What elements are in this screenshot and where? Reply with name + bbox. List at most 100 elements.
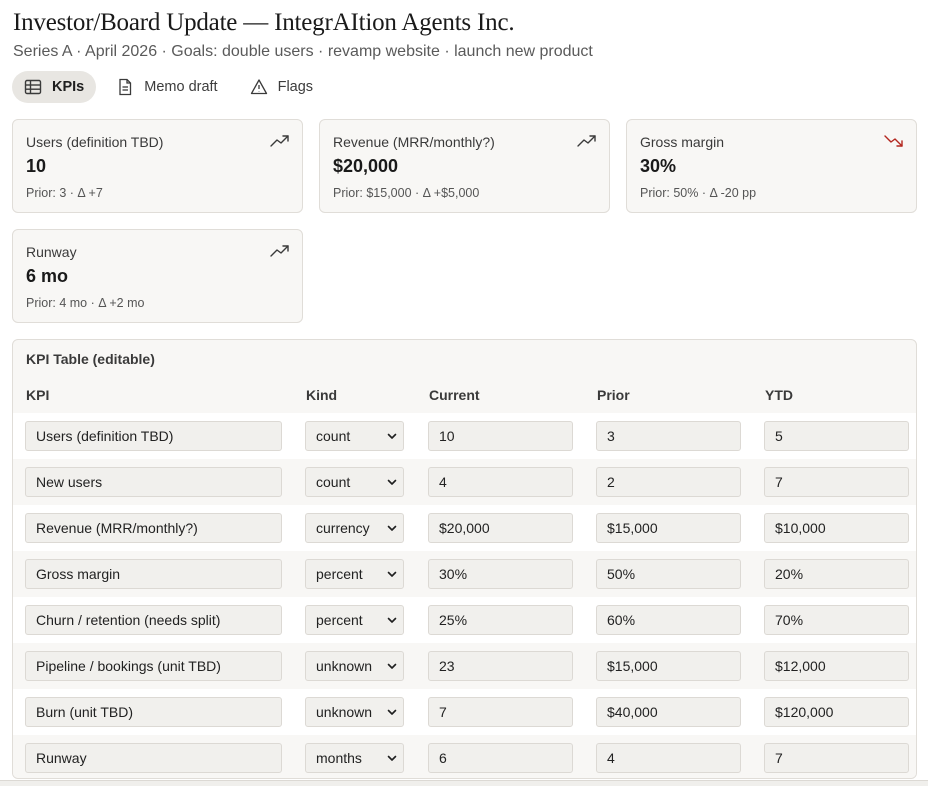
ytd-input[interactable]: $10,000 (764, 513, 909, 543)
column-header-kpi: KPI (26, 387, 50, 403)
ytd-input-value: 7 (775, 750, 783, 766)
ytd-input-value: 7 (775, 474, 783, 490)
prior-input[interactable]: $15,000 (596, 651, 741, 681)
column-header-ytd: YTD (765, 387, 793, 403)
kind-select[interactable]: currency (305, 513, 404, 543)
kpi-name-input-value: Pipeline / bookings (unit TBD) (36, 658, 221, 674)
prior-input[interactable]: 2 (596, 467, 741, 497)
prior-input[interactable]: 50% (596, 559, 741, 589)
kpi-name-input[interactable]: New users (25, 467, 282, 497)
current-input-value: 6 (439, 750, 447, 766)
table-row: Churn / retention (needs split) percent 25… (13, 597, 916, 643)
ytd-input-value: 20% (775, 566, 804, 582)
current-input[interactable]: 4 (428, 467, 573, 497)
kind-select[interactable]: months (305, 743, 404, 773)
kind-select-value: count (316, 474, 351, 490)
current-input-value: 4 (439, 474, 447, 490)
card-label: Revenue (MRR/monthly?) (333, 134, 495, 150)
ytd-input[interactable]: 5 (764, 421, 909, 451)
chevron-down-icon (387, 663, 397, 669)
kpi-name-input[interactable]: Users (definition TBD) (25, 421, 282, 451)
kind-select[interactable]: unknown (305, 651, 404, 681)
card-label: Users (definition TBD) (26, 134, 164, 150)
card-prior: Prior: $15,000 · Δ +$5,000 (333, 186, 480, 200)
kpi-name-input[interactable]: Gross margin (25, 559, 282, 589)
kpi-name-input[interactable]: Runway (25, 743, 282, 773)
chevron-down-icon (387, 755, 397, 761)
kpi-card-users: Users (definition TBD) 10 Prior: 3 · Δ +… (12, 119, 303, 213)
ytd-input[interactable]: $12,000 (764, 651, 909, 681)
table-row: New users count 4 2 7 (13, 459, 916, 505)
trend-up-icon (270, 245, 289, 257)
warning-icon (250, 79, 267, 95)
current-input[interactable]: 23 (428, 651, 573, 681)
prior-input-value: 60% (607, 612, 636, 628)
current-input[interactable]: 6 (428, 743, 573, 773)
prior-input[interactable]: 60% (596, 605, 741, 635)
current-input[interactable]: 30% (428, 559, 573, 589)
card-prior: Prior: 4 mo · Δ +2 mo (26, 296, 145, 310)
tab-label: KPIs (52, 79, 85, 95)
ytd-input-value: $12,000 (775, 658, 826, 674)
ytd-input[interactable]: 7 (764, 467, 909, 497)
page-title: Investor/Board Update — IntegrAItion Age… (13, 9, 515, 36)
prior-input-value: $15,000 (607, 658, 658, 674)
current-input-value: 30% (439, 566, 468, 582)
document-icon (119, 78, 132, 96)
chevron-down-icon (387, 617, 397, 623)
prior-input-value: 2 (607, 474, 615, 490)
page-header: Investor/Board Update — IntegrAItion Age… (13, 8, 913, 62)
current-input[interactable]: $20,000 (428, 513, 573, 543)
kpi-name-input[interactable]: Burn (unit TBD) (25, 697, 282, 727)
prior-input-value: 50% (607, 566, 636, 582)
kind-select[interactable]: unknown (305, 697, 404, 727)
ytd-input[interactable]: $120,000 (764, 697, 909, 727)
kpi-name-input[interactable]: Pipeline / bookings (unit TBD) (25, 651, 282, 681)
current-input[interactable]: 10 (428, 421, 573, 451)
kind-select[interactable]: count (305, 467, 404, 497)
current-input[interactable]: 25% (428, 605, 573, 635)
trend-down-icon (884, 135, 903, 147)
tab-kpis[interactable]: KPIs (12, 71, 97, 103)
tab-flags[interactable]: Flags (238, 71, 325, 103)
card-label: Gross margin (640, 134, 725, 150)
ytd-input[interactable]: 20% (764, 559, 909, 589)
card-label: Runway (26, 244, 77, 260)
tab-memo-draft[interactable]: Memo draft (104, 71, 229, 103)
column-header-prior: Prior (597, 387, 630, 403)
prior-input[interactable]: 3 (596, 421, 741, 451)
card-value: 10 (26, 156, 47, 176)
chevron-down-icon (387, 433, 397, 439)
scroll-edge (0, 780, 928, 786)
table-row: Users (definition TBD) count 10 3 5 (13, 413, 916, 459)
kpi-name-input[interactable]: Churn / retention (needs split) (25, 605, 282, 635)
prior-input[interactable]: $15,000 (596, 513, 741, 543)
kind-select[interactable]: percent (305, 605, 404, 635)
chevron-down-icon (387, 525, 397, 531)
card-prior: Prior: 3 · Δ +7 (26, 186, 103, 200)
prior-input[interactable]: 4 (596, 743, 741, 773)
ytd-input-value: 70% (775, 612, 804, 628)
table-row: Burn (unit TBD) unknown 7 $40,000 $120,000 (13, 689, 916, 735)
ytd-input[interactable]: 70% (764, 605, 909, 635)
current-input-value: 25% (439, 612, 468, 628)
column-header-current: Current (429, 387, 480, 403)
card-value: 30% (640, 156, 677, 176)
chevron-down-icon (387, 479, 397, 485)
ytd-input-value: $120,000 (775, 704, 834, 720)
kind-select[interactable]: percent (305, 559, 404, 589)
kpi-name-input-value: Users (definition TBD) (36, 428, 174, 444)
table-row: Gross margin percent 30% 50% 20% (13, 551, 916, 597)
current-input-value: 7 (439, 704, 447, 720)
table-row: Revenue (MRR/monthly?) currency $20,000 $15… (13, 505, 916, 551)
card-value: $20,000 (333, 156, 399, 176)
ytd-input[interactable]: 7 (764, 743, 909, 773)
current-input[interactable]: 7 (428, 697, 573, 727)
table-icon (24, 79, 42, 95)
kpi-name-input[interactable]: Revenue (MRR/monthly?) (25, 513, 282, 543)
card-prior: Prior: 50% · Δ -20 pp (640, 186, 757, 200)
prior-input[interactable]: $40,000 (596, 697, 741, 727)
kind-select-value: months (316, 750, 362, 766)
kind-select[interactable]: count (305, 421, 404, 451)
kpi-card-revenue: Revenue (MRR/monthly?) $20,000 Prior: $1… (319, 119, 610, 213)
